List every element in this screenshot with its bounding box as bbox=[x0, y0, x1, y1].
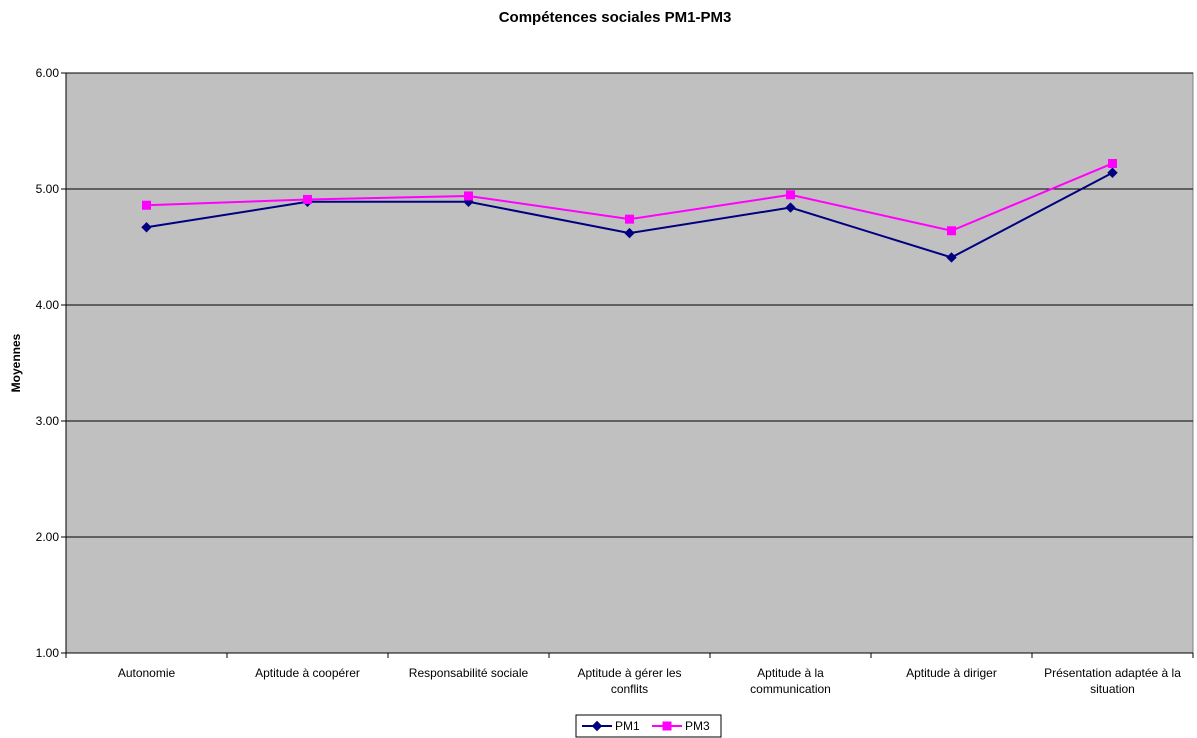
chart-title: Compétences sociales PM1-PM3 bbox=[499, 9, 732, 26]
legend-box bbox=[575, 714, 722, 738]
x-tick-label: Aptitude à gérer les conflits bbox=[577, 666, 681, 696]
data-point-pm1 bbox=[946, 252, 957, 263]
legend-marker-pm3 bbox=[662, 721, 672, 731]
x-tick-label-line: Aptitude à diriger bbox=[906, 666, 997, 680]
legend: PM1 PM3 bbox=[575, 714, 722, 738]
x-tick-label-line: Aptitude à gérer les bbox=[577, 666, 681, 680]
axes bbox=[61, 72, 1194, 658]
x-tick-label-line: Aptitude à coopérer bbox=[255, 666, 360, 680]
series bbox=[141, 158, 1118, 263]
x-tick-label-line: Autonomie bbox=[118, 666, 176, 680]
x-tick-label-line: communication bbox=[750, 682, 831, 696]
y-tick-label: 3.00 bbox=[36, 414, 60, 428]
y-tick-label: 6.00 bbox=[36, 66, 60, 80]
data-point-pm3 bbox=[464, 191, 473, 201]
data-point-pm3 bbox=[947, 226, 956, 236]
plot-area bbox=[65, 72, 1194, 654]
x-tick-label-line: conflits bbox=[611, 682, 648, 696]
x-tick-label: Responsabilité sociale bbox=[409, 666, 529, 680]
data-point-pm3 bbox=[786, 190, 795, 200]
y-tick-label: 1.00 bbox=[36, 646, 60, 660]
data-point-pm3 bbox=[303, 194, 312, 204]
data-point-pm3 bbox=[142, 200, 151, 210]
x-tick-label: Aptitude à la communication bbox=[750, 666, 831, 696]
x-tick-labels: Autonomie Aptitude à coopérer Responsabili… bbox=[118, 666, 1181, 696]
y-tick-label: 4.00 bbox=[36, 298, 60, 312]
y-tick-labels: 1.00 2.00 3.00 4.00 5.00 6.00 bbox=[36, 66, 60, 660]
legend-label-pm1: PM1 bbox=[615, 719, 640, 733]
data-point-pm3 bbox=[1108, 158, 1117, 168]
legend-label-pm3: PM3 bbox=[685, 719, 710, 733]
data-point-pm3 bbox=[625, 214, 634, 224]
y-tick-label: 5.00 bbox=[36, 182, 60, 196]
x-tick-label: Aptitude à coopérer bbox=[255, 666, 360, 680]
x-tick-label-line: situation bbox=[1090, 682, 1135, 696]
x-tick-label: Présentation adaptée à la situation bbox=[1044, 666, 1181, 696]
legend-marker-pm1 bbox=[591, 720, 603, 732]
x-tick-label-line: Responsabilité sociale bbox=[409, 666, 529, 680]
data-point-pm1 bbox=[624, 227, 635, 239]
gridlines bbox=[66, 72, 1193, 538]
y-tick-label: 2.00 bbox=[36, 530, 60, 544]
data-point-pm1 bbox=[785, 202, 796, 213]
x-tick-label-line: Aptitude à la bbox=[757, 666, 824, 680]
x-tick-label: Autonomie bbox=[118, 666, 176, 680]
series-pm3 bbox=[142, 158, 1117, 236]
data-point-pm1 bbox=[141, 222, 152, 233]
y-axis-title: Moyennes bbox=[9, 333, 23, 392]
x-tick-label-line: Présentation adaptée à la bbox=[1044, 666, 1181, 680]
x-tick-label: Aptitude à diriger bbox=[906, 666, 997, 680]
data-point-pm1 bbox=[1107, 167, 1118, 178]
